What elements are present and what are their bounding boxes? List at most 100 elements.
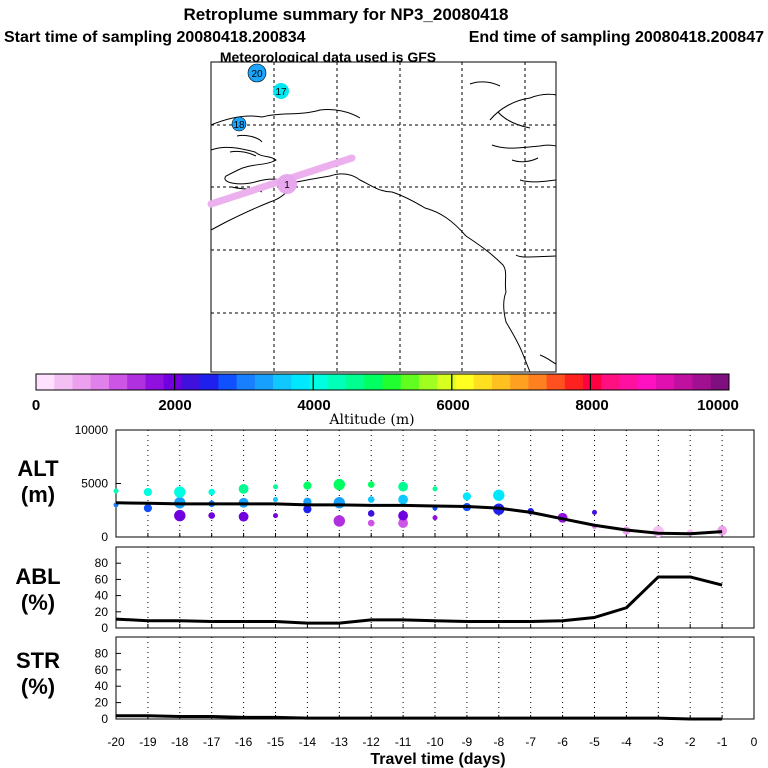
x-tick-label: -18 <box>171 735 189 749</box>
colorbar-tick-label: 8000 <box>575 397 608 414</box>
colorbar-tick-labels: 0 2000 4000 6000 8000 10000 <box>32 397 739 414</box>
svg-text:17: 17 <box>275 87 287 98</box>
colorbar-tick-label: 10000 <box>697 397 739 414</box>
start-time-label: Start time of sampling 20080418.200834 <box>4 29 306 46</box>
alt-scatter-point <box>238 483 249 494</box>
abl-panel-label: ABL <box>15 564 60 589</box>
y-tick-label: 5000 <box>81 477 108 491</box>
colorbar-swatch <box>200 374 219 390</box>
x-tick-label: -4 <box>621 735 632 749</box>
alt-panel-unit: (m) <box>21 482 55 507</box>
y-tick-label: 80 <box>95 646 109 660</box>
colorbar-swatch <box>309 374 329 390</box>
alt-scatter-point <box>432 515 438 521</box>
y-tick-label: 40 <box>95 679 109 693</box>
y-tick-label: 20 <box>95 605 109 619</box>
x-axis-title: Travel time (days) <box>370 751 505 768</box>
x-tick-label: -5 <box>589 735 600 749</box>
alt-scatter-point <box>273 513 278 519</box>
colorbar-swatch <box>418 374 438 390</box>
alt-scatter-point <box>592 509 597 515</box>
alt-scatter-point <box>143 487 152 497</box>
x-tick-label: -13 <box>331 735 349 749</box>
x-tick-label: -17 <box>203 735 221 749</box>
colorbar-swatch <box>437 374 456 390</box>
colorbar-swatch <box>181 374 201 390</box>
colorbar-swatch <box>510 374 529 390</box>
trajectory-map: 20 17 18 1 <box>207 61 557 373</box>
colorbar-swatch <box>218 374 238 390</box>
colorbar-swatch <box>382 374 402 390</box>
colorbar-title: Altitude (m) <box>328 412 414 428</box>
colorbar-swatch <box>491 374 511 390</box>
map-marker-20: 20 <box>247 63 267 83</box>
alt-scatter-point <box>303 481 312 490</box>
alt-scatter-point <box>333 515 345 527</box>
colorbar-swatch <box>619 374 639 390</box>
map-graticule <box>211 62 556 372</box>
x-tick-label: -12 <box>363 735 381 749</box>
alt-scatter-point <box>208 488 215 496</box>
map-marker-1: 1 <box>277 174 297 194</box>
colorbar-frame <box>35 373 730 391</box>
x-tick-label: -9 <box>462 735 473 749</box>
colorbar-tick-label: 6000 <box>436 397 469 414</box>
colorbar-swatch <box>236 374 256 390</box>
abl-line <box>115 575 723 625</box>
alt-scatter-point <box>432 486 438 492</box>
colorbar-swatch <box>400 374 420 390</box>
y-tick-label: 10000 <box>75 423 109 437</box>
colorbar-swatch <box>145 374 165 390</box>
colorbar-swatch <box>127 374 146 390</box>
figure-title: Retroplume summary for NP3_20080418 <box>183 5 508 24</box>
y-tick-label: 0 <box>101 530 108 544</box>
altitude-colorbar <box>35 373 730 391</box>
y-tick-label: 40 <box>95 589 109 603</box>
map-marker-18: 18 <box>231 116 247 132</box>
x-tick-label: -14 <box>299 735 317 749</box>
x-tick-label: -8 <box>493 735 504 749</box>
x-tick-label: -15 <box>267 735 285 749</box>
alt-scatter-point <box>174 509 186 522</box>
x-tick-label: 0 <box>751 735 758 749</box>
alt-scatter-point <box>303 505 312 514</box>
alt-scatter-point <box>208 512 215 519</box>
alt-panel-label: ALT <box>17 456 59 481</box>
x-tick-label: -7 <box>525 735 536 749</box>
x-tick-label: -10 <box>426 735 444 749</box>
alt-scatter-point <box>367 510 375 517</box>
abl-panel-unit: (%) <box>21 590 55 615</box>
colorbar-swatch <box>108 374 128 390</box>
colorbar-swatch <box>546 374 566 390</box>
alt-scatter-point <box>493 489 505 501</box>
colorbar-tick-label: 2000 <box>158 397 191 414</box>
alt-scatter-point <box>398 518 408 528</box>
alt-scatter-point <box>238 511 249 522</box>
x-tick-label: -20 <box>107 735 125 749</box>
map-marker-17: 17 <box>273 83 289 99</box>
colorbar-swatch <box>528 374 548 390</box>
y-tick-label: 60 <box>95 572 109 586</box>
str-panel-unit: (%) <box>21 674 55 699</box>
alt-scatter-point <box>113 488 119 494</box>
str-panel-label: STR <box>16 648 60 673</box>
alt-scatter-point <box>398 494 408 505</box>
x-tick-label: -1 <box>717 735 728 749</box>
colorbar-swatch <box>473 374 493 390</box>
alt-scatter-point <box>367 481 375 488</box>
colorbar-swatch <box>674 374 694 390</box>
colorbar-tick-label: 0 <box>32 397 40 414</box>
y-tick-label: 60 <box>95 663 109 677</box>
colorbar-swatch <box>254 374 274 390</box>
alt-scatter-point <box>367 496 375 503</box>
met-data-label: Meteorological data used is GFS <box>220 49 436 65</box>
alt-panel: 0 5000 10000 <box>75 423 755 544</box>
colorbar-swatch <box>346 374 365 390</box>
colorbar-swatch <box>273 374 292 390</box>
colorbar-tick-label: 4000 <box>297 397 330 414</box>
colorbar-swatch <box>72 374 92 390</box>
colorbar-swatch <box>163 374 183 390</box>
alt-scatter-point <box>398 510 408 521</box>
y-tick-label: 20 <box>95 696 109 710</box>
